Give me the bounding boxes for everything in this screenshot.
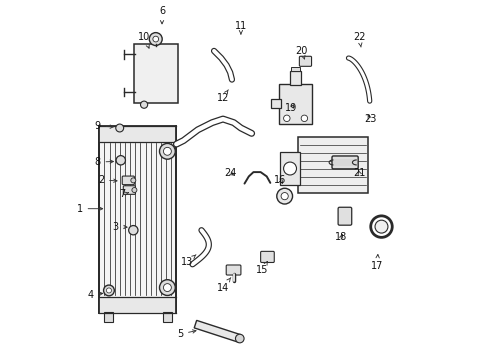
Text: 17: 17 <box>370 255 383 271</box>
Text: 13: 13 <box>181 255 196 267</box>
Circle shape <box>106 288 111 293</box>
FancyBboxPatch shape <box>280 152 300 185</box>
Circle shape <box>116 156 125 165</box>
Text: 7: 7 <box>119 189 128 199</box>
Circle shape <box>281 193 287 200</box>
Bar <box>99 126 176 313</box>
Circle shape <box>103 285 114 296</box>
Circle shape <box>116 124 123 132</box>
Text: 21: 21 <box>352 168 365 178</box>
Text: 22: 22 <box>352 32 365 47</box>
Text: 14: 14 <box>216 278 230 293</box>
FancyBboxPatch shape <box>122 176 134 185</box>
FancyBboxPatch shape <box>337 207 351 225</box>
Text: 16: 16 <box>274 175 286 185</box>
Polygon shape <box>194 320 241 342</box>
Bar <box>271 99 281 108</box>
Bar <box>163 312 171 321</box>
Text: 24: 24 <box>224 168 236 178</box>
Text: 20: 20 <box>295 46 307 59</box>
Bar <box>291 67 299 71</box>
Text: 4: 4 <box>87 290 102 300</box>
Circle shape <box>163 147 171 155</box>
Text: 6: 6 <box>159 6 165 24</box>
Text: 19: 19 <box>285 103 297 113</box>
Bar <box>99 297 176 313</box>
Circle shape <box>283 162 296 175</box>
Text: 12: 12 <box>216 90 229 103</box>
Circle shape <box>140 101 147 108</box>
Text: 5: 5 <box>177 329 196 339</box>
Text: 2: 2 <box>98 175 117 185</box>
Text: 11: 11 <box>234 21 246 34</box>
Circle shape <box>370 216 391 237</box>
Circle shape <box>132 188 137 193</box>
Bar <box>333 159 356 166</box>
Circle shape <box>276 188 292 204</box>
Text: 18: 18 <box>334 232 347 242</box>
Circle shape <box>159 143 175 159</box>
Text: 9: 9 <box>94 121 113 131</box>
Circle shape <box>153 36 158 42</box>
Circle shape <box>374 220 387 233</box>
Text: 3: 3 <box>112 222 127 231</box>
FancyBboxPatch shape <box>278 84 312 124</box>
Circle shape <box>159 280 175 296</box>
Circle shape <box>235 334 244 343</box>
Circle shape <box>128 226 138 235</box>
Text: 1: 1 <box>76 204 102 214</box>
Text: 23: 23 <box>363 114 375 124</box>
Bar <box>104 312 112 321</box>
FancyBboxPatch shape <box>226 265 241 275</box>
FancyBboxPatch shape <box>133 44 178 103</box>
Circle shape <box>163 284 171 292</box>
FancyBboxPatch shape <box>299 56 311 66</box>
Text: 15: 15 <box>256 261 268 275</box>
FancyBboxPatch shape <box>260 251 274 262</box>
Text: 8: 8 <box>94 157 113 167</box>
Circle shape <box>283 115 289 122</box>
FancyBboxPatch shape <box>331 156 357 169</box>
Text: 10: 10 <box>138 32 150 48</box>
FancyBboxPatch shape <box>123 186 135 194</box>
Circle shape <box>149 33 162 45</box>
Bar <box>298 137 367 193</box>
Circle shape <box>131 178 136 183</box>
Bar <box>290 71 301 85</box>
Circle shape <box>301 115 307 122</box>
Bar <box>99 126 176 142</box>
